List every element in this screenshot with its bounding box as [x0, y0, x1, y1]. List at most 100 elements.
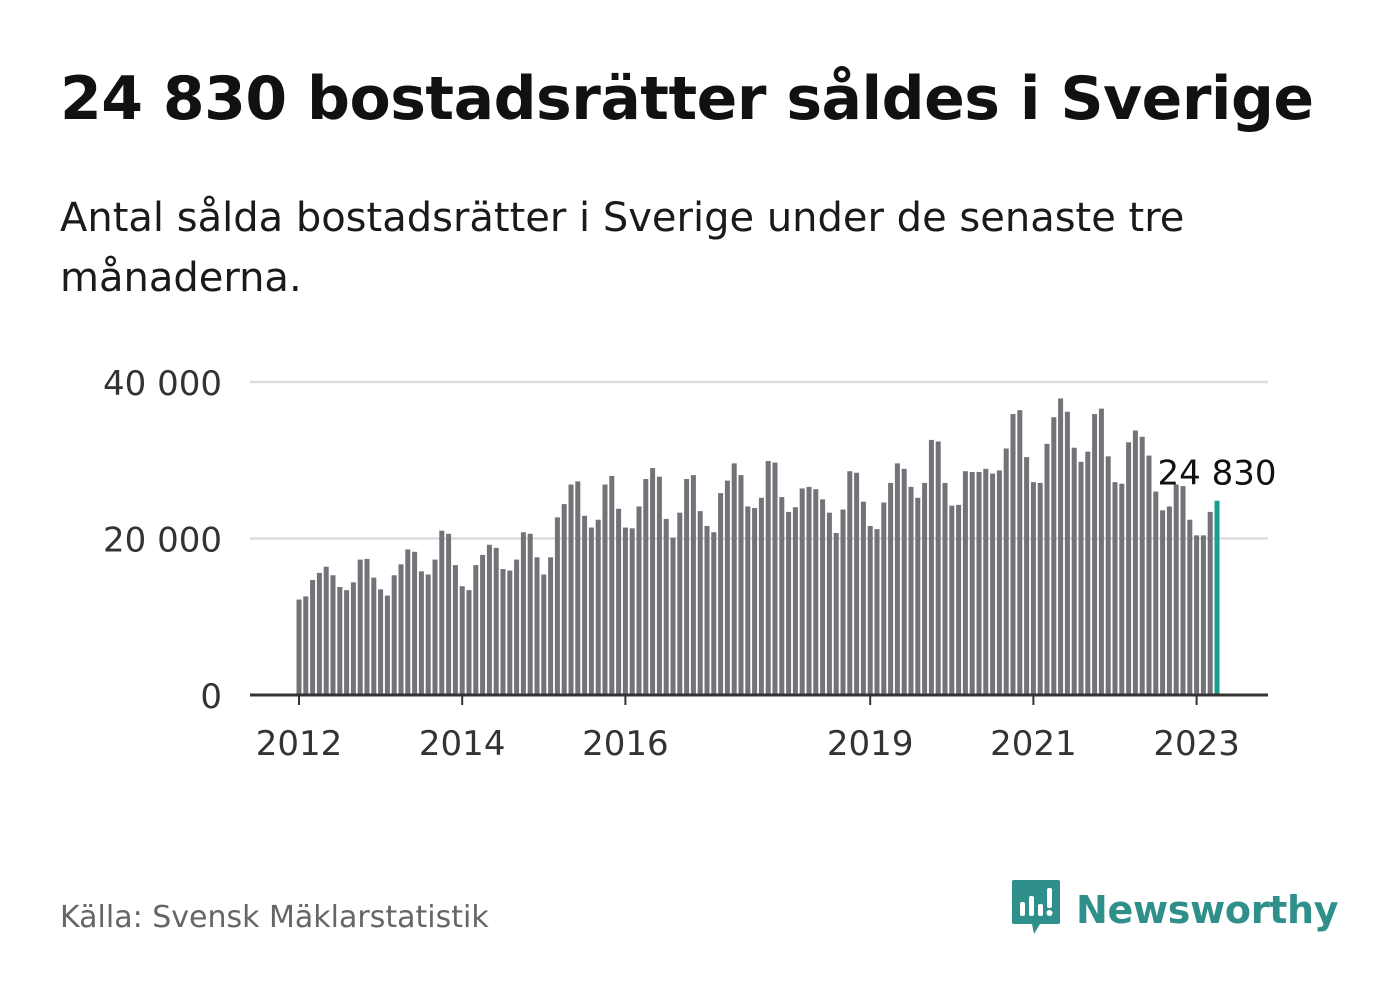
- bar: [1105, 456, 1111, 695]
- bar: [514, 559, 520, 695]
- bar: [452, 565, 458, 695]
- bar: [636, 506, 642, 695]
- bar: [643, 479, 649, 695]
- bar: [962, 471, 968, 695]
- bar: [854, 472, 860, 695]
- bar: [1112, 482, 1118, 695]
- bar: [1207, 511, 1213, 695]
- bar: [690, 475, 696, 695]
- bar: [779, 497, 785, 695]
- bar: [942, 482, 948, 695]
- bar: [622, 527, 628, 695]
- labels: 0 20 000 40 000 2012 2014 2016 2019 2021 2023 24 …: [103, 364, 1276, 764]
- bar: [1194, 535, 1200, 695]
- bar: [1078, 461, 1084, 695]
- bar: [1180, 486, 1186, 695]
- bar: [500, 569, 506, 695]
- y-tick-label: 40 000: [103, 364, 222, 404]
- bar: [1071, 447, 1077, 695]
- bar: [840, 509, 846, 695]
- bar: [1160, 510, 1166, 695]
- bar: [765, 461, 771, 695]
- newsworthy-logo-icon: [1010, 878, 1062, 942]
- bar: [847, 471, 853, 695]
- bar: [1132, 430, 1138, 695]
- bar: [391, 575, 397, 695]
- bar: [384, 595, 390, 695]
- bar: [1173, 484, 1179, 695]
- bar: [364, 558, 370, 695]
- bar: [310, 579, 316, 695]
- bar: [772, 462, 778, 695]
- bar: [582, 515, 588, 695]
- bar: [548, 557, 554, 695]
- bar: [922, 482, 928, 695]
- bar: [1044, 443, 1050, 695]
- bar: [405, 549, 411, 695]
- bars: [296, 398, 1220, 695]
- chart-subtitle: Antal sålda bostadsrätter i Sverige unde…: [60, 195, 1185, 301]
- bar: [432, 559, 438, 695]
- bar: [1017, 410, 1023, 695]
- bar: [1119, 483, 1125, 695]
- bar: [1010, 414, 1016, 695]
- brand[interactable]: Newsworthy: [1010, 878, 1339, 942]
- bar: [330, 575, 336, 695]
- bar: [792, 507, 798, 695]
- bar: [418, 571, 424, 695]
- bar: [588, 527, 594, 695]
- bar: [820, 499, 826, 695]
- bar: [752, 507, 758, 695]
- bar: [901, 468, 907, 695]
- bar: [534, 557, 540, 695]
- bar: [745, 506, 751, 695]
- bar: [1064, 411, 1070, 695]
- bar: [1187, 519, 1193, 695]
- bar: [738, 475, 744, 695]
- bar: [894, 463, 900, 695]
- bar: [786, 511, 792, 695]
- bar: [629, 528, 635, 695]
- bar: [1092, 414, 1098, 695]
- bar: [1126, 442, 1132, 695]
- bar: [908, 486, 914, 695]
- bar: [656, 476, 662, 695]
- x-tick-label: 2016: [582, 724, 669, 764]
- bar: [1024, 457, 1030, 695]
- bar: [1098, 408, 1104, 695]
- bar: [1003, 448, 1009, 695]
- bar: [996, 470, 1002, 695]
- bar: [976, 471, 982, 695]
- bar: [677, 512, 683, 695]
- bar: [554, 517, 560, 695]
- source-note: Källa: Svensk Mäklarstatistik: [60, 900, 489, 935]
- bar: [303, 596, 309, 695]
- bar: [1037, 482, 1043, 695]
- bar: [881, 502, 887, 695]
- x-tick-label: 2014: [419, 724, 506, 764]
- bar: [888, 482, 894, 695]
- brand-name: Newsworthy: [1076, 888, 1339, 932]
- bar: [1058, 398, 1064, 695]
- bar: [915, 497, 921, 695]
- chart-title: 24 830 bostadsrätter såldes i Sverige: [60, 64, 1314, 134]
- bar: [799, 488, 805, 695]
- x-tick-label: 2021: [990, 724, 1077, 764]
- bar: [486, 544, 492, 695]
- bar: [718, 493, 724, 695]
- axes: [250, 693, 1268, 705]
- bar: [684, 479, 690, 695]
- bar: [867, 525, 873, 695]
- bar: [466, 590, 472, 695]
- bar: [1051, 417, 1057, 695]
- bar: [935, 441, 941, 695]
- value-annotation: 24 830: [1158, 454, 1277, 494]
- bar: [650, 468, 656, 695]
- bar: [969, 471, 975, 695]
- bar: [813, 489, 819, 695]
- bar: [357, 559, 363, 695]
- bar: [704, 525, 710, 695]
- y-tick-label: 20 000: [103, 521, 222, 561]
- bar: [1030, 482, 1036, 695]
